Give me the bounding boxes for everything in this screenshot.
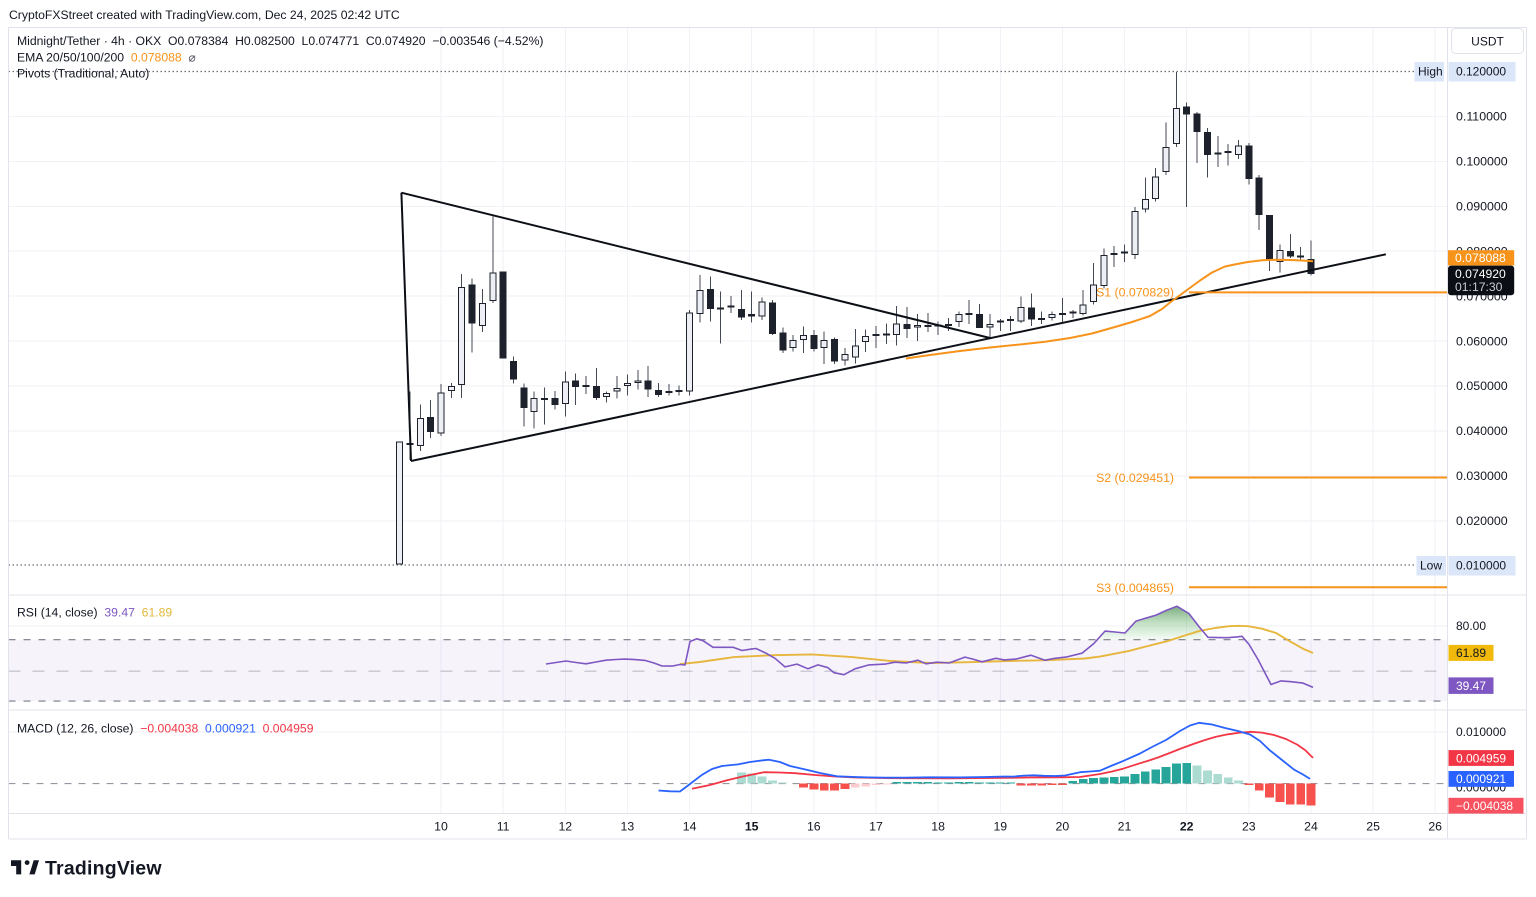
svg-text:TradingView: TradingView (45, 858, 162, 880)
svg-text:MACD (12, 26, close) −0.00403: MACD (12, 26, close) −0.004038 0.000921 … (17, 722, 314, 736)
svg-text:0.030000: 0.030000 (1456, 469, 1508, 483)
svg-text:26: 26 (1428, 819, 1442, 833)
svg-text:01:17:30: 01:17:30 (1455, 280, 1503, 294)
svg-text:EMA 20/50/100/200 0.078088 ⌀: EMA 20/50/100/200 0.078088 ⌀ (17, 51, 196, 65)
svg-text:Pivots (Traditional, Auto): Pivots (Traditional, Auto) (17, 67, 149, 81)
svg-text:RSI (14, close) 39.47 61.89: RSI (14, close) 39.47 61.89 (17, 606, 172, 620)
svg-text:0.050000: 0.050000 (1456, 379, 1508, 393)
svg-text:0.060000: 0.060000 (1456, 334, 1508, 348)
svg-text:12: 12 (558, 819, 572, 833)
svg-text:0.120000: 0.120000 (1456, 65, 1506, 79)
svg-text:Midnight/Tether · 4h · OKX O0: Midnight/Tether · 4h · OKX O0.078384 H0.… (17, 34, 543, 48)
svg-text:23: 23 (1242, 819, 1256, 833)
svg-text:S1 (0.070829): S1 (0.070829) (1096, 286, 1174, 300)
svg-text:10: 10 (434, 819, 448, 833)
svg-text:High: High (1418, 65, 1443, 79)
svg-text:61.89: 61.89 (1456, 646, 1486, 660)
svg-text:0.010000: 0.010000 (1456, 725, 1506, 739)
svg-text:0.020000: 0.020000 (1456, 514, 1508, 528)
svg-text:CryptoFXStreet created with Tr: CryptoFXStreet created with TradingView.… (9, 8, 400, 22)
svg-text:0.110000: 0.110000 (1456, 110, 1507, 124)
svg-text:14: 14 (683, 819, 697, 833)
svg-text:−0.004038: −0.004038 (1456, 799, 1513, 813)
svg-text:15: 15 (745, 819, 759, 833)
svg-text:80.00: 80.00 (1456, 619, 1486, 633)
svg-text:24: 24 (1304, 819, 1318, 833)
svg-text:18: 18 (931, 819, 945, 833)
svg-text:0.010000: 0.010000 (1456, 559, 1506, 573)
svg-text:S2 (0.029451): S2 (0.029451) (1096, 471, 1174, 485)
svg-text:0.040000: 0.040000 (1456, 424, 1508, 438)
svg-text:13: 13 (621, 819, 635, 833)
svg-text:19: 19 (993, 819, 1007, 833)
svg-text:20: 20 (1056, 819, 1070, 833)
svg-text:22: 22 (1180, 819, 1194, 833)
svg-text:0.090000: 0.090000 (1456, 200, 1508, 214)
svg-text:0.074920: 0.074920 (1455, 267, 1506, 281)
svg-text:0.004959: 0.004959 (1456, 751, 1506, 765)
svg-text:21: 21 (1118, 819, 1132, 833)
svg-text:11: 11 (497, 819, 510, 833)
svg-text:0.000921: 0.000921 (1456, 772, 1506, 786)
svg-text:0.078088: 0.078088 (1455, 251, 1506, 265)
svg-text:16: 16 (807, 819, 821, 833)
svg-text:USDT: USDT (1471, 35, 1504, 49)
svg-text:17: 17 (869, 819, 883, 833)
svg-text:Low: Low (1420, 559, 1442, 573)
svg-text:S3 (0.004865): S3 (0.004865) (1096, 581, 1174, 595)
svg-text:25: 25 (1366, 819, 1380, 833)
svg-text:39.47: 39.47 (1456, 679, 1486, 693)
svg-text:0.100000: 0.100000 (1456, 155, 1508, 169)
